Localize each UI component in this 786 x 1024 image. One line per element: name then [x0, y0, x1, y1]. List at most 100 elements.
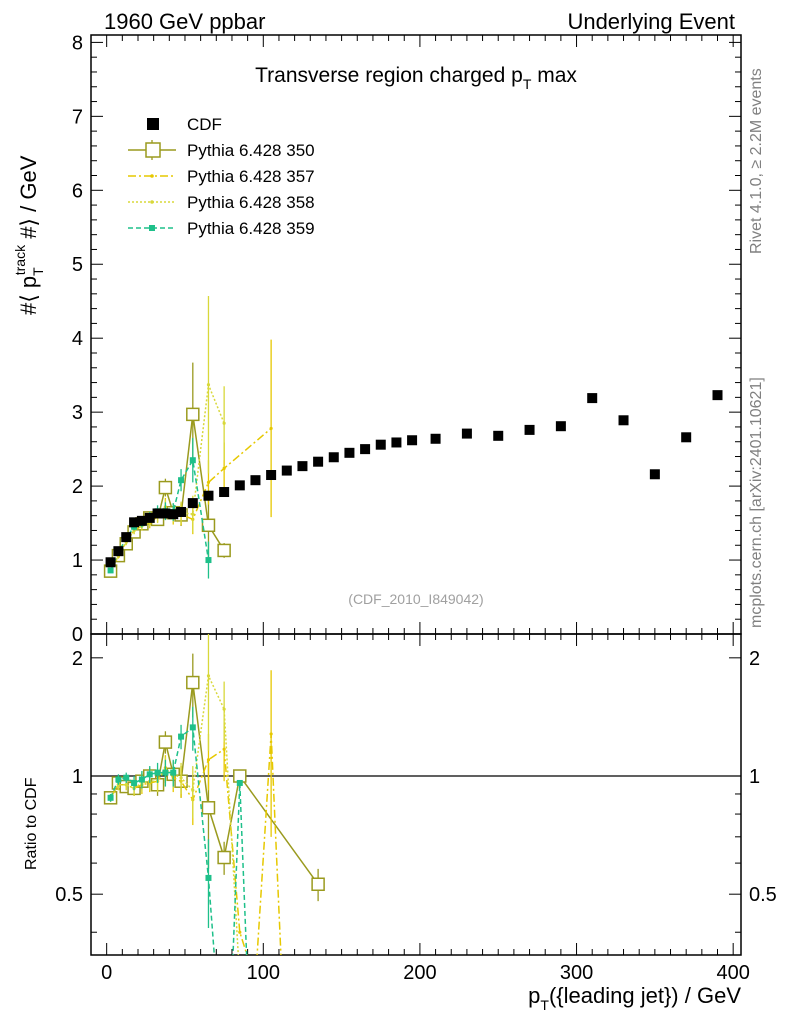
x-tick-label: 100 [247, 962, 280, 984]
x-tick-label: 400 [716, 962, 749, 984]
y-tick-label: 3 [72, 402, 83, 424]
data-point [391, 437, 402, 448]
ratio-line [109, 673, 240, 955]
ratio-marker [131, 779, 138, 786]
ratio-marker [170, 769, 177, 776]
y-tick-label: 1 [72, 550, 83, 572]
ratio-tick-label: 2 [72, 648, 83, 670]
data-point [129, 517, 140, 528]
y-tick-label: 6 [72, 180, 83, 202]
data-point [313, 456, 324, 467]
data-point [461, 428, 472, 439]
legend-marker [150, 174, 154, 178]
legend-label: CDF [187, 115, 222, 134]
series-marker [222, 421, 226, 425]
ratio-tick-label: 1 [72, 766, 83, 788]
y-tick-label: 5 [72, 254, 83, 276]
axis-ticks: 0 100 200 300 400 0 1 2 3 4 5 6 7 8 0.5 0.5 1 1 2 2 [55, 32, 777, 984]
ratio-line [109, 725, 248, 955]
data-point [344, 447, 355, 458]
ratio-tick-label-right: 1 [749, 766, 760, 788]
rivet-label: Rivet 4.1.0, ≥ 2.2M events [748, 68, 765, 254]
x-tick-label: 200 [403, 962, 436, 984]
data-point [524, 424, 535, 435]
ratio-marker [236, 779, 243, 786]
data-point [144, 512, 155, 523]
data-point [187, 498, 198, 509]
data-point [219, 487, 230, 498]
legend-marker [149, 225, 155, 231]
data-point [618, 415, 629, 426]
ratio-marker [178, 733, 185, 740]
data-point [712, 390, 723, 401]
y-tick-label: 8 [72, 32, 83, 54]
main-series [103, 296, 723, 579]
ratio-marker [191, 788, 195, 792]
ratio-tick-label-right: 0.5 [749, 884, 777, 906]
legend-marker [147, 118, 159, 130]
data-point [555, 421, 566, 432]
ratio-marker [179, 776, 183, 780]
ratio-marker [222, 747, 226, 751]
ratio-tick-label-right: 2 [749, 648, 760, 670]
y-tick-label: 0 [72, 624, 83, 646]
y-axis-label: #⟨ pTtrack #⟩ / GeV [12, 155, 46, 315]
legend-marker [145, 142, 161, 158]
legend-marker [150, 200, 154, 204]
series-marker [201, 518, 216, 533]
ratio-marker [217, 850, 231, 865]
ratio-marker [138, 776, 145, 783]
data-point [493, 430, 504, 441]
data-point [297, 461, 308, 472]
ratio-marker [206, 674, 211, 678]
series-marker [205, 557, 212, 564]
data-point [407, 435, 418, 446]
series-marker [158, 480, 173, 495]
series-marker [189, 457, 196, 464]
ratio-marker [238, 930, 242, 934]
data-point [266, 470, 277, 481]
data-point [649, 469, 660, 480]
series-marker [191, 512, 195, 516]
header-right: Underlying Event [567, 9, 735, 34]
ratio-series [103, 634, 325, 955]
analysis-id: (CDF_2010_I849042) [348, 591, 483, 607]
ratio-marker [269, 732, 273, 736]
data-point [176, 506, 187, 517]
data-point [168, 509, 179, 520]
series-marker [178, 477, 185, 484]
data-point [250, 475, 261, 486]
mcplots-label: mcplots.cern.ch [arXiv:2401.10621] [748, 377, 765, 628]
series-marker [206, 480, 211, 485]
ratio-marker [186, 675, 200, 690]
series-marker [222, 466, 226, 470]
header-left: 1960 GeV ppbar [104, 9, 265, 34]
data-point [430, 433, 441, 444]
ratio-marker [162, 769, 169, 776]
data-point [136, 515, 147, 526]
ratio-marker [107, 794, 114, 801]
ratio-line [109, 733, 282, 955]
ratio-marker [311, 877, 325, 892]
ratio-marker [116, 783, 121, 787]
ratio-marker [146, 771, 153, 778]
data-point [587, 393, 598, 404]
y-tick-label: 7 [72, 106, 83, 128]
x-tick-label: 300 [560, 962, 593, 984]
legend-label: Pythia 6.428 358 [187, 193, 315, 212]
series-marker [217, 543, 231, 558]
ratio-marker [158, 735, 173, 749]
data-point [328, 452, 339, 463]
legend-label: Pythia 6.428 357 [187, 167, 315, 186]
chart-title: Transverse region charged pT max [255, 64, 577, 92]
x-tick-label: 0 [101, 962, 112, 984]
series-marker [206, 383, 211, 387]
data-point [105, 557, 116, 568]
series-marker [107, 567, 114, 574]
ratio-marker [115, 776, 122, 783]
data-point [203, 490, 214, 501]
ratio-tick-label: 0.5 [55, 884, 83, 906]
ratio-plot-frame [90, 633, 742, 956]
ratio-marker [222, 707, 226, 711]
data-point [160, 508, 171, 519]
